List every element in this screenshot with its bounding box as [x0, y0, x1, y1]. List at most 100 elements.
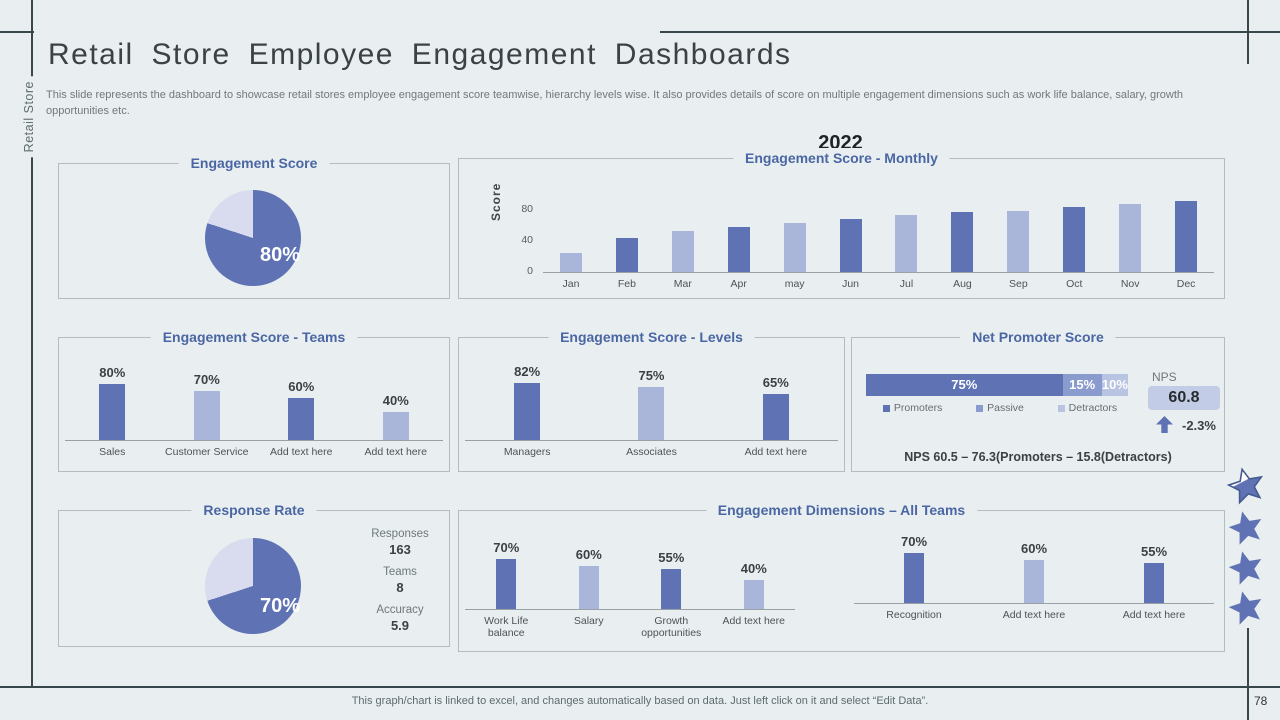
bar[interactable] [661, 569, 682, 609]
engagement-score-pie-chart[interactable] [205, 190, 301, 286]
category-label: Add text here [364, 446, 427, 458]
bar-item: 70% [465, 540, 548, 609]
bar-item: 80% [65, 365, 160, 440]
category-label: Sep [1008, 278, 1028, 290]
pie-value-label: 70% [259, 595, 301, 617]
stat-value: 5.9 [390, 617, 410, 633]
nps-segment[interactable]: 75% [866, 374, 1063, 396]
bar[interactable] [895, 215, 918, 272]
dimensions-bar-chart-left[interactable]: 70% 60% 55% 40% Work Life balance Salary Growt… [465, 527, 795, 639]
bar-item: 55% [630, 550, 713, 609]
stat-label: Teams [383, 565, 417, 578]
panel-title: Response Rate [191, 500, 317, 521]
bar-item [823, 219, 879, 272]
nps-segment[interactable]: 10% [1101, 374, 1128, 396]
bar-item [934, 212, 990, 272]
page-number: 78 [1254, 694, 1268, 708]
category-label: Apr [730, 278, 747, 290]
star-half-icon [1226, 467, 1264, 505]
teams-bar-chart[interactable]: 80% 70% 60% 40% Sales Customer Service Add tex… [65, 358, 443, 458]
bar[interactable] [1175, 201, 1198, 272]
dimensions-bar-chart-right[interactable]: 70% 60% 55% Recognition Add text here Add tex… [854, 521, 1214, 621]
bar[interactable] [839, 219, 862, 272]
category-label: Aug [953, 278, 972, 290]
category-label: Nov [1120, 278, 1140, 290]
levels-bar-chart[interactable]: 82% 75% 65% Managers Associates Add text here [465, 358, 838, 458]
top-rule-left [0, 31, 34, 33]
bar[interactable] [578, 566, 599, 609]
nps-stacked-bar[interactable]: 75% 15% 10% [866, 374, 1128, 396]
bar-value-label: 40% [740, 561, 767, 576]
bar[interactable] [99, 384, 126, 440]
bar-value-label: 70% [900, 534, 928, 549]
bar-row [543, 177, 1214, 273]
category-labels: Work Life balance Salary Growth opportunit… [465, 610, 795, 639]
category-label: Add text here [744, 446, 808, 458]
bar-item [879, 215, 935, 272]
up-arrow-icon [1156, 416, 1173, 438]
category-label: Jun [842, 278, 860, 290]
legend-swatch [1057, 404, 1065, 412]
bar[interactable] [382, 412, 409, 440]
bar[interactable] [1144, 563, 1164, 603]
category-label: Recognition [886, 609, 942, 621]
bar-item: 40% [713, 561, 796, 609]
bar-item [1102, 204, 1158, 272]
category-label: Associates [626, 446, 677, 458]
bar-item: 70% [160, 372, 255, 440]
bar-value-label: 82% [514, 364, 541, 379]
category-label: Oct [1066, 278, 1083, 290]
category-label: Add text here [1002, 609, 1066, 621]
category-label: Add text here [722, 615, 785, 627]
legend-swatch [882, 404, 890, 412]
bar[interactable] [496, 559, 517, 609]
bar[interactable] [615, 238, 638, 272]
bar[interactable] [783, 223, 806, 272]
bar[interactable] [514, 383, 541, 440]
bar-item [767, 223, 823, 272]
bar[interactable] [671, 231, 694, 272]
panel-title: Engagement Score [178, 153, 330, 174]
bar-row: 82% 75% 65% [465, 358, 838, 441]
nps-formula: NPS 60.5 – 76.3(Promoters – 15.8(Detract… [904, 450, 1172, 464]
left-rule [31, 0, 33, 687]
bar-item [1046, 207, 1102, 272]
bar-value-label: 70% [193, 372, 220, 387]
nps-segment[interactable]: 15% [1062, 374, 1102, 396]
bar[interactable] [638, 387, 665, 440]
bar[interactable] [762, 394, 789, 440]
category-label: Growth opportunities [641, 615, 702, 640]
panel-engagement-dimensions: Engagement Dimensions – All Teams 70% 60%… [458, 500, 1225, 652]
response-rate-pie-chart[interactable] [205, 538, 301, 634]
bar[interactable] [1007, 211, 1030, 272]
bar[interactable] [951, 212, 974, 272]
nps-legend: Promoters Passive Detractors [866, 402, 1134, 414]
y-tick-label: 40 [521, 234, 533, 246]
bar[interactable] [559, 253, 582, 272]
category-labels: Managers Associates Add text here [465, 441, 838, 458]
legend-item: Passive [976, 402, 1024, 414]
bar[interactable] [288, 398, 315, 440]
panel-title: Net Promoter Score [960, 327, 1116, 348]
bar-value-label: 40% [382, 393, 409, 408]
category-label: Dec [1176, 278, 1196, 290]
bar-value-label: 80% [99, 365, 126, 380]
category-label: Add text here [1122, 609, 1186, 621]
bar-item: 55% [1094, 544, 1214, 603]
monthly-bar-chart[interactable]: Jan Feb Mar Apr may Jun Jul Aug Sep Oct Nov Dec [543, 177, 1214, 290]
bar-value-label: 75% [638, 368, 665, 383]
category-labels: Sales Customer Service Add text here Add te… [65, 441, 443, 458]
bar[interactable] [1024, 560, 1044, 603]
bar[interactable] [1119, 204, 1142, 272]
bar[interactable] [193, 391, 220, 440]
bar-item: 60% [548, 547, 631, 609]
bar[interactable] [727, 227, 750, 272]
bar-value-label: 60% [575, 547, 602, 562]
bar[interactable] [904, 553, 924, 603]
bar[interactable] [1063, 207, 1086, 272]
panel-engagement-score-levels: Engagement Score - Levels 82% 75% 65% Manag… [458, 327, 845, 472]
y-tick-label: 0 [527, 265, 533, 277]
panel-title: Engagement Score - Teams [150, 327, 358, 348]
footer-note: This graph/chart is linked to excel, and… [351, 695, 929, 707]
bar[interactable] [743, 580, 764, 609]
